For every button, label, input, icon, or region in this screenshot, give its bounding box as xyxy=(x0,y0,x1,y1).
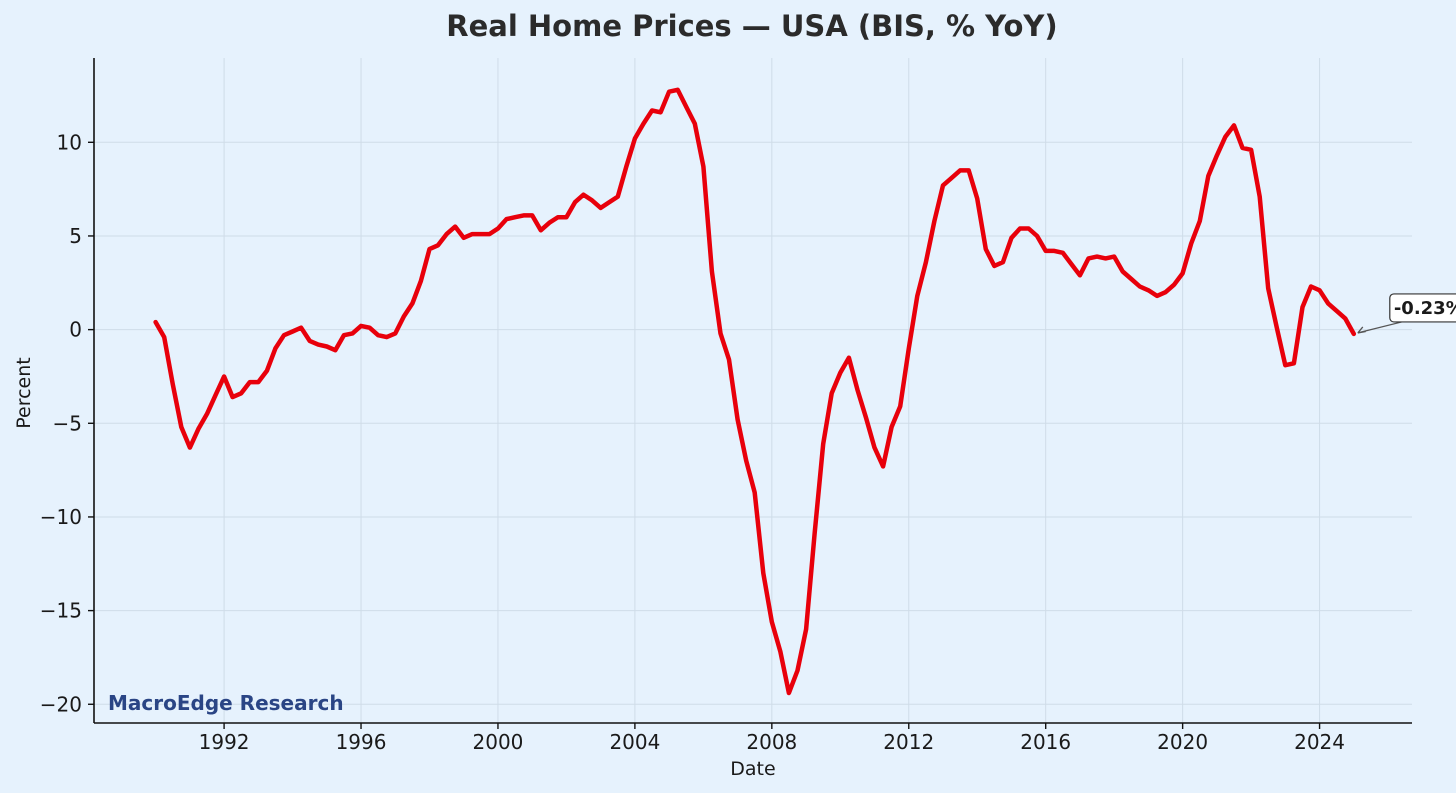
x-tick-label: 2012 xyxy=(883,730,934,754)
series-line xyxy=(153,87,1357,696)
y-tick-label: −10 xyxy=(40,505,82,529)
annotation-box xyxy=(1389,293,1456,323)
chart-title: Real Home Prices — USA (BIS, % YoY) xyxy=(446,9,1057,43)
y-tick-label: −5 xyxy=(53,411,82,435)
grid-lines xyxy=(94,58,1412,723)
y-tick-label: −20 xyxy=(40,692,82,716)
x-tick-label: 2004 xyxy=(609,730,660,754)
x-axis-label: Date xyxy=(730,758,775,780)
y-axis-ticks: 10 5 0 −5 −10 −15 −20 xyxy=(40,130,94,716)
x-tick-label: 1992 xyxy=(199,730,250,754)
x-tick-label: 2020 xyxy=(1157,730,1208,754)
y-axis-label: Percent xyxy=(13,357,35,429)
plot-series xyxy=(153,87,1357,696)
last-value-annotation: -0.23% xyxy=(1357,293,1456,334)
annotation-arrow xyxy=(1357,321,1402,334)
watermark-text: MacroEdge Research xyxy=(108,691,344,715)
y-tick-label: 0 xyxy=(69,318,82,342)
x-tick-label: 2008 xyxy=(746,730,797,754)
x-tick-label: 2016 xyxy=(1020,730,1071,754)
x-axis-ticks: 1992 1996 2000 2004 2008 2012 2016 2020 2024 xyxy=(199,723,1345,754)
annotation-label: -0.23% xyxy=(1394,298,1456,319)
x-tick-label: 2000 xyxy=(473,730,524,754)
y-tick-label: 10 xyxy=(57,130,82,154)
y-tick-label: −15 xyxy=(40,599,82,623)
x-tick-label: 2024 xyxy=(1294,730,1345,754)
axes xyxy=(93,58,1412,724)
y-tick-label: 5 xyxy=(69,224,82,248)
x-tick-label: 1996 xyxy=(336,730,387,754)
